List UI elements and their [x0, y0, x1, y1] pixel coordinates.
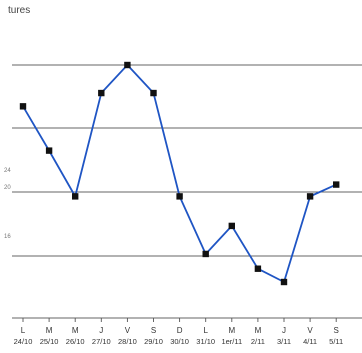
data-point [254, 265, 262, 272]
x-tick-day-label: D [177, 326, 183, 335]
x-tick-date-label: 25/10 [40, 337, 59, 346]
x-tick-date-label: 28/10 [118, 337, 137, 346]
x-tick-day-label: S [151, 326, 156, 335]
x-tick-date-label: 24/10 [14, 337, 33, 346]
x-tick-day-label: M [228, 326, 235, 335]
y-tick-label: 24 [4, 168, 11, 174]
x-tick-day-label: L [21, 326, 26, 335]
chart-title: tures [8, 5, 31, 16]
data-point [280, 278, 288, 286]
x-tick-day-label: J [282, 326, 286, 335]
data-point [45, 147, 53, 154]
data-point [124, 61, 131, 69]
x-tick-day-label: L [203, 326, 208, 335]
series-line [22, 64, 337, 283]
x-tick-day-label: J [99, 326, 103, 335]
x-tick-day-label: V [307, 326, 313, 335]
x-tick-date-label: 1er/11 [221, 337, 242, 346]
data-point [333, 181, 340, 188]
x-tick-day-label: M [255, 326, 262, 335]
data-point [176, 193, 183, 200]
data-point [98, 89, 105, 97]
x-tick-date-label: 2/11 [251, 337, 265, 346]
data-point [72, 193, 79, 200]
x-tick-date-label: 29/10 [144, 337, 163, 346]
data-point [306, 193, 314, 200]
data-point [202, 250, 209, 258]
x-tick-day-label: M [72, 326, 79, 335]
x-tick-date-label: 31/10 [196, 337, 215, 346]
data-point [150, 89, 157, 97]
x-tick-date-label: 4/11 [303, 337, 317, 346]
x-tick-day-label: S [334, 326, 339, 335]
x-tick-day-label: M [46, 326, 53, 335]
x-tick-date-label: 26/10 [66, 337, 85, 346]
y-tick-label: 16 [4, 234, 11, 240]
x-tick-date-label: 5/11 [329, 337, 343, 346]
y-tick-label: 20 [4, 185, 11, 191]
x-tick-date-label: 3/11 [277, 337, 291, 346]
data-point [19, 103, 27, 110]
x-tick-day-label: V [125, 326, 131, 335]
x-tick-date-label: 30/10 [170, 337, 189, 346]
data-point [228, 222, 235, 230]
x-tick-date-label: 27/10 [92, 337, 111, 346]
